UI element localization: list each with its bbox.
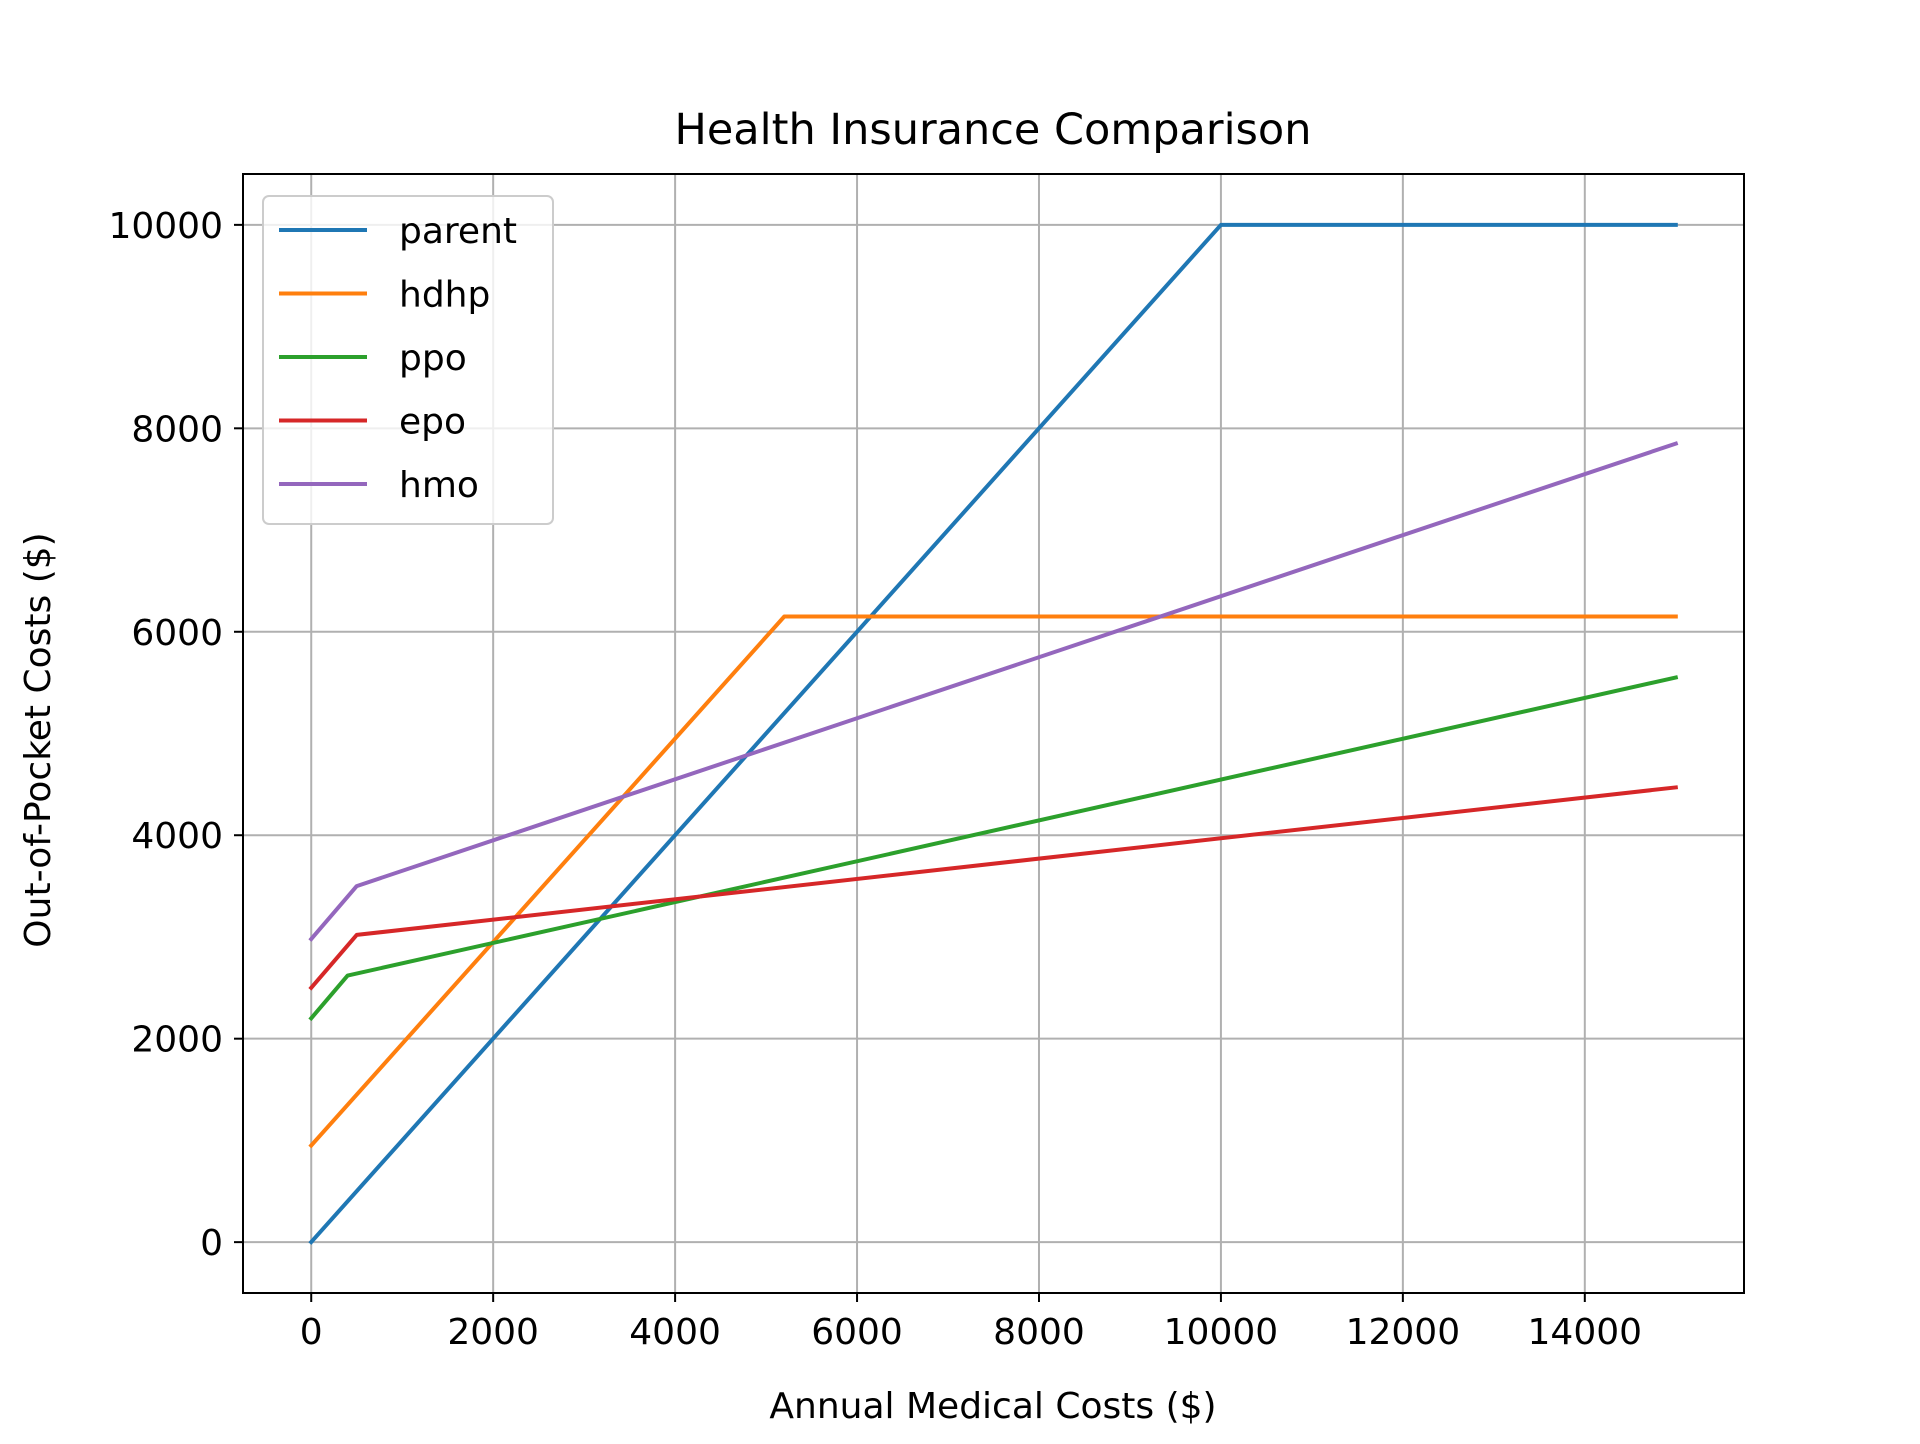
series-line-epo <box>308 785 1679 991</box>
legend-frame <box>262 195 554 525</box>
y-tick-label: 6000 <box>131 613 223 654</box>
x-tick-label: 12000 <box>1346 1312 1461 1353</box>
legend: parent hdhp ppo epo hmo <box>262 195 554 525</box>
series-line-hmo <box>308 441 1679 942</box>
y-tick-label: 8000 <box>131 409 223 450</box>
x-tick-label: 14000 <box>1528 1312 1643 1353</box>
legend-items: parent hdhp ppo epo hmo <box>279 211 517 506</box>
plot-frame <box>242 173 1745 1294</box>
series-line-hdhp <box>308 614 1678 1149</box>
x-tick-label: 0 <box>300 1312 323 1353</box>
y-tick-label: 0 <box>200 1223 223 1264</box>
legend-label-epo: epo <box>399 402 466 443</box>
grid <box>243 174 1744 1293</box>
legend-label-hdhp: hdhp <box>399 275 490 316</box>
x-tick-label: 8000 <box>993 1312 1085 1353</box>
x-tick-label: 6000 <box>811 1312 903 1353</box>
y-tick-label: 4000 <box>131 816 223 857</box>
chart-title: Health Insurance Comparison <box>675 105 1312 155</box>
y-tick-label: 2000 <box>131 1020 223 1061</box>
x-tick-label: 2000 <box>447 1312 539 1353</box>
x-axis-label: Annual Medical Costs ($) <box>769 1386 1216 1427</box>
series-lines <box>308 222 1679 1245</box>
series-line-ppo <box>308 675 1679 1022</box>
ticks: 0 2000 4000 6000 8000 10000 12000 14000 0 2000 400… <box>108 206 1642 1353</box>
legend-label-ppo: ppo <box>399 338 467 379</box>
x-tick-label: 10000 <box>1164 1312 1279 1353</box>
x-tick-label: 4000 <box>629 1312 721 1353</box>
legend-label-hmo: hmo <box>399 465 479 506</box>
y-axis-label: Out-of-Pocket Costs ($) <box>18 532 59 947</box>
series-line-parent <box>308 222 1678 1245</box>
y-tick-label: 10000 <box>108 206 223 247</box>
legend-label-parent: parent <box>399 211 517 252</box>
